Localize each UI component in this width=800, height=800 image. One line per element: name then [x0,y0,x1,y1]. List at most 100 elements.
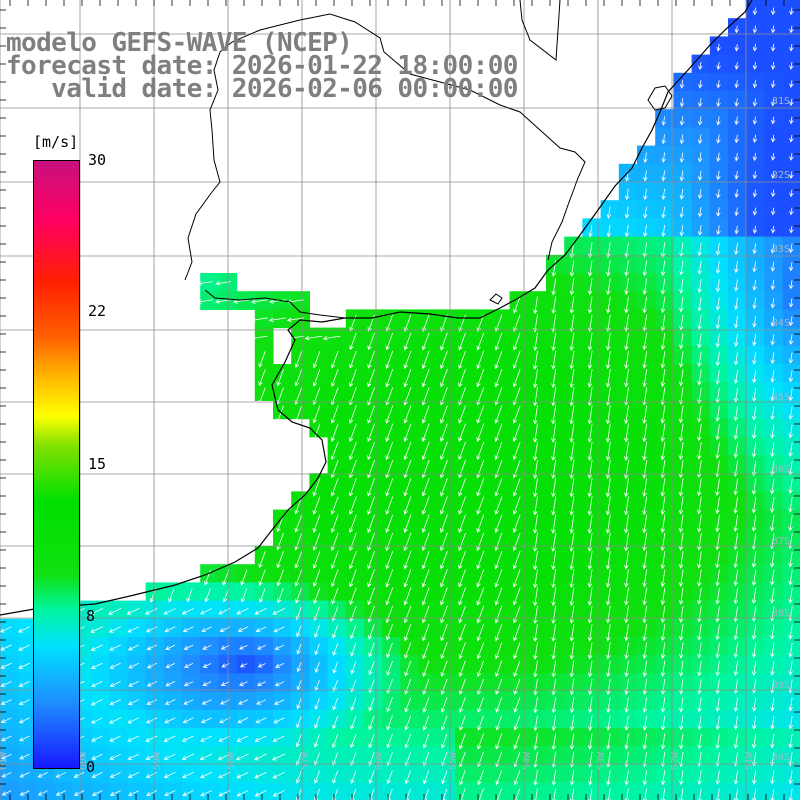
wind-arrow [404,678,412,695]
wind-arrow [770,207,776,216]
wind-arrow [733,624,739,641]
wind-arrow [533,386,538,407]
wind-arrow [624,350,629,369]
wind-arrow [587,459,593,480]
wind-arrow [587,605,593,624]
wind-arrow [330,441,339,461]
wind-arrow [254,608,267,615]
wind-arrow [495,697,503,713]
wind-arrow [238,699,248,705]
wind-arrow [624,188,630,201]
wind-arrow [332,770,339,784]
wind-arrow [458,550,466,570]
wind-arrow [624,514,629,534]
wind-cell [0,709,19,729]
wind-arrow [458,697,466,713]
wind-arrow [751,442,757,458]
wind-arrow [330,405,339,424]
wind-arrow [642,441,648,461]
wind-arrow [660,624,666,641]
wind-arrow [678,405,684,424]
wind-arrow [1,772,12,778]
wind-arrow [660,697,666,713]
wind-arrow [697,679,702,695]
wind-arrow [440,697,448,713]
wind-arrow [421,405,430,424]
wind-arrow [788,352,794,364]
wind-arrow [0,644,12,651]
wind-arrow [312,514,321,533]
wind-arrow [624,260,629,277]
wind-arrow [403,368,412,388]
wind-arrow [788,243,794,254]
wind-cell [254,746,274,765]
wind-arrow [588,715,593,731]
wind-arrow [624,660,629,678]
wind-arrow [606,733,611,750]
wind-cell [163,600,183,620]
wind-arrow [494,514,503,533]
wind-arrow [587,423,593,443]
wind-cell [0,728,19,747]
wind-arrow [605,550,611,570]
wind-arrow [734,261,739,274]
wind-arrow [533,605,538,625]
wind-arrow [788,697,793,712]
wind-arrow [476,314,485,333]
wind-arrow [250,317,268,323]
wind-arrow [0,626,12,633]
wind-arrow [770,588,775,604]
wind-arrow [788,334,794,345]
wind-arrow [421,605,430,624]
wind-arrow [108,626,122,633]
wind-arrow [276,405,284,424]
wind-arrow [770,98,776,107]
wind-arrow [314,679,320,692]
wind-arrow [697,733,702,750]
wind-cell [163,673,183,693]
wind-arrow [569,350,575,370]
wind-cell [182,709,201,729]
wind-arrow [240,569,248,586]
wind-arrow [569,660,575,678]
wind-arrow [788,642,793,658]
wind-arrow [236,608,249,615]
wind-arrow [551,587,557,607]
wind-arrow [716,225,721,236]
wind-arrow [605,532,611,552]
wind-arrow [421,514,430,533]
wind-arrow [569,550,575,571]
wind-cell [200,764,219,784]
wind-cell [109,764,128,784]
wind-arrow [295,770,302,784]
wind-arrow [551,368,557,389]
wind-cell [0,746,19,765]
wind-arrow [19,790,30,796]
wind-cell [18,637,37,656]
wind-cell [200,746,219,765]
wind-arrow [233,299,250,304]
wind-arrow [385,496,394,515]
wind-arrow [770,770,775,785]
wind-cell [236,618,256,638]
wind-arrow [751,642,757,658]
wind-cell [0,637,19,656]
wind-arrow [257,644,266,650]
wind-arrow [164,717,176,724]
wind-arrow [788,424,793,439]
wind-arrow [272,771,285,779]
wind-arrow [90,699,103,706]
wind-arrow [643,152,648,164]
wind-arrow [439,459,448,479]
wind-arrow [788,752,793,767]
wind-arrow [697,207,703,218]
wind-arrow [715,405,720,422]
wind-arrow [294,351,303,369]
lat-label: 32S [772,170,790,181]
wind-arrow [660,350,666,369]
wind-arrow [679,278,684,294]
wind-arrow [569,459,575,480]
wind-arrow [296,643,302,655]
wind-cell [236,655,256,674]
wind-cell [254,728,274,747]
